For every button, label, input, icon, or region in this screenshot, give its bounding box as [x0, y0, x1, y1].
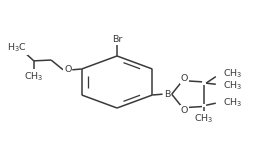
- Text: CH$_3$: CH$_3$: [194, 112, 214, 124]
- Text: CH$_3$: CH$_3$: [223, 67, 242, 80]
- Text: CH$_3$: CH$_3$: [223, 97, 242, 109]
- Text: O: O: [64, 65, 71, 74]
- Text: O: O: [181, 74, 188, 83]
- Text: CH$_3$: CH$_3$: [24, 70, 43, 82]
- Text: O: O: [181, 106, 188, 115]
- Text: Br: Br: [112, 35, 122, 44]
- Text: CH$_3$: CH$_3$: [223, 80, 242, 92]
- Text: B: B: [164, 90, 170, 99]
- Text: H$_3$C: H$_3$C: [7, 42, 27, 54]
